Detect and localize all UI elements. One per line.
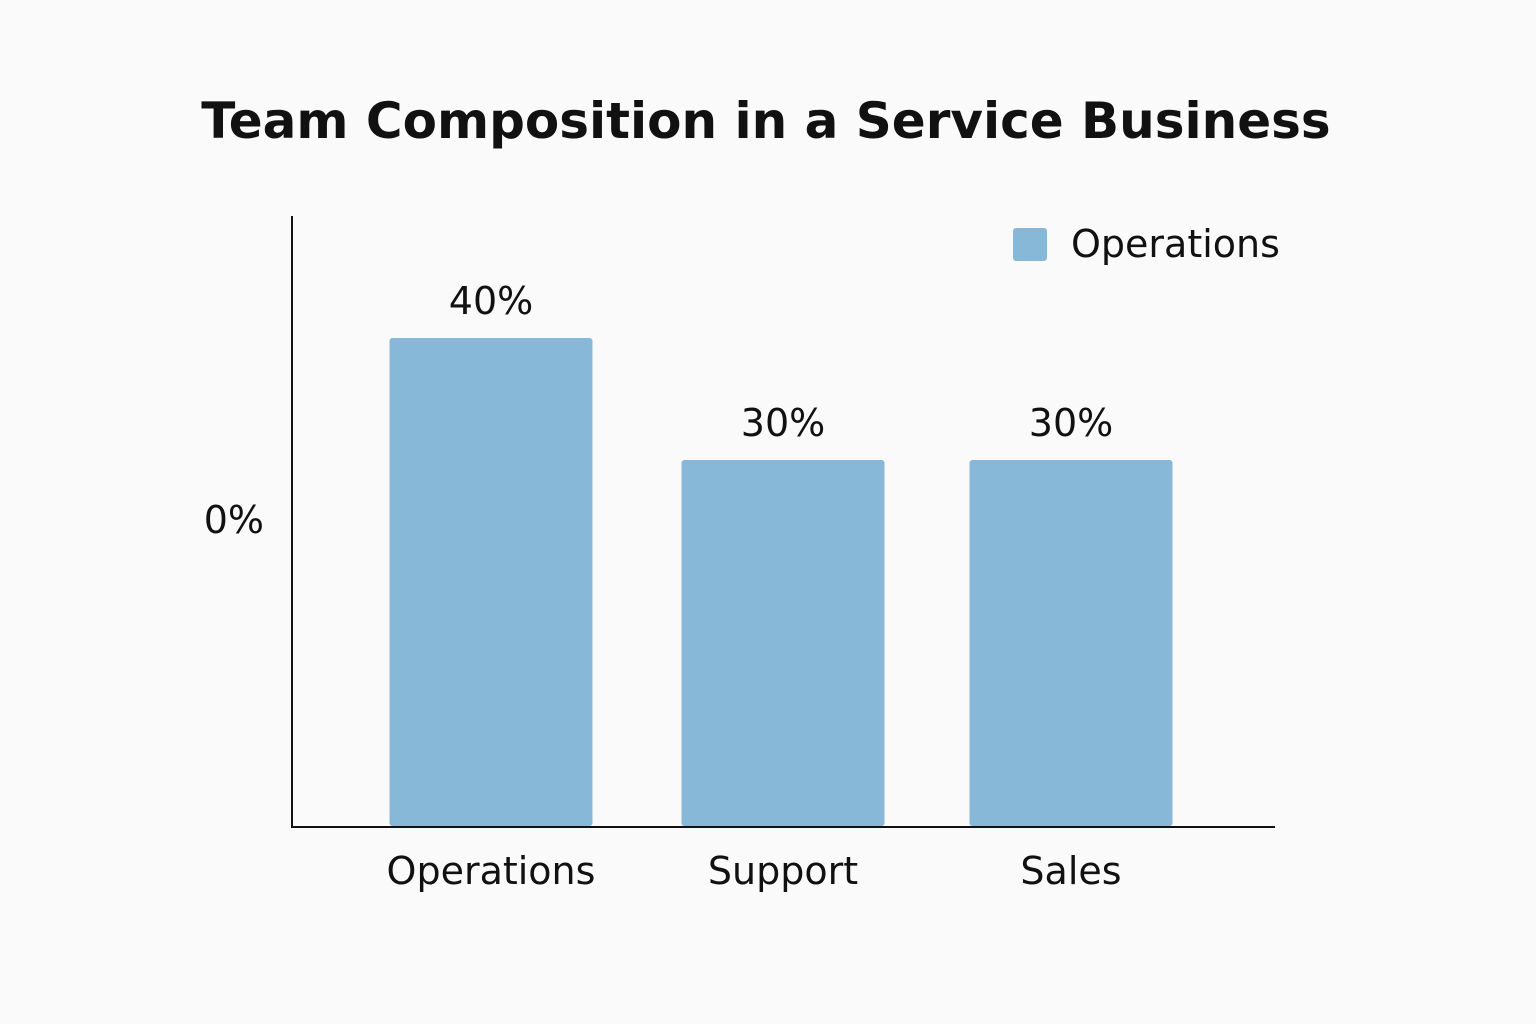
x-tick-label-operations: Operations (387, 849, 596, 893)
bar-operations (389, 338, 593, 826)
value-label-sales: 30% (1029, 401, 1113, 445)
legend-label: Operations (1071, 222, 1280, 266)
x-tick-label-support: Support (708, 849, 858, 893)
x-tick-label-sales: Sales (1020, 849, 1121, 893)
chart-title: Team Composition in a Service Business (201, 92, 1330, 150)
bars (389, 338, 1173, 826)
value-labels: 40% 30% 30% (449, 279, 1113, 445)
value-label-operations: 40% (449, 279, 533, 323)
x-tick-labels: Operations Support Sales (387, 849, 1122, 893)
legend-swatch (1013, 228, 1047, 261)
bar-support (681, 460, 885, 826)
y-tick-label: 0% (204, 498, 264, 542)
bar-sales (969, 460, 1173, 826)
value-label-support: 30% (741, 401, 825, 445)
legend: Operations (1013, 222, 1280, 266)
